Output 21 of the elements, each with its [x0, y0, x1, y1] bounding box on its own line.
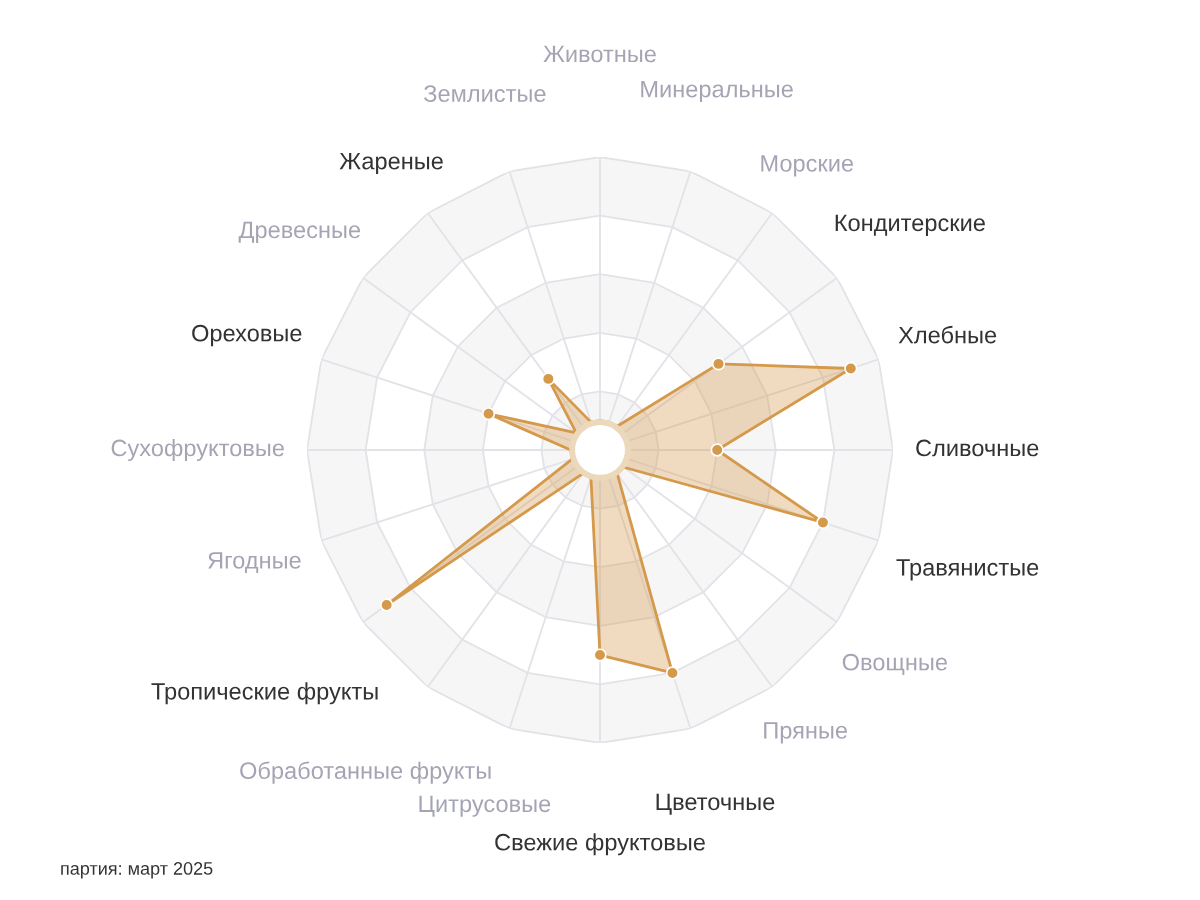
spoke-label: Кондитерские — [835, 214, 985, 236]
spoke-label: Животные — [543, 45, 656, 63]
spoke-label: Землистые — [423, 85, 546, 103]
spoke-label: Обработанные фрукты — [240, 761, 491, 784]
spoke-label: Минеральные — [641, 80, 793, 103]
spoke-label: Хлебные — [898, 325, 997, 344]
spoke-label: Древесные — [238, 221, 361, 243]
spoke-label: Жареные — [339, 152, 443, 175]
spoke-label: Овощные — [842, 653, 947, 676]
spoke-label: Сливочные — [916, 439, 1039, 457]
spoke-label: Ореховые — [192, 324, 302, 347]
spoke-label: Травянистые — [896, 559, 1039, 581]
text: партия: март 2025 — [61, 862, 213, 879]
spoke-label: Цветочные — [656, 793, 775, 815]
spoke-label: Цитрусовые — [419, 795, 551, 817]
spoke-label: Морские — [761, 155, 854, 177]
spoke-label: Пряные — [764, 722, 848, 744]
spoke-label: Сухофруктовые — [111, 438, 284, 461]
spoke-label: Свежие фруктовые — [495, 833, 705, 856]
spoke-label: Ягодные — [208, 552, 301, 574]
spoke-label: Тропические фрукты — [151, 682, 378, 705]
